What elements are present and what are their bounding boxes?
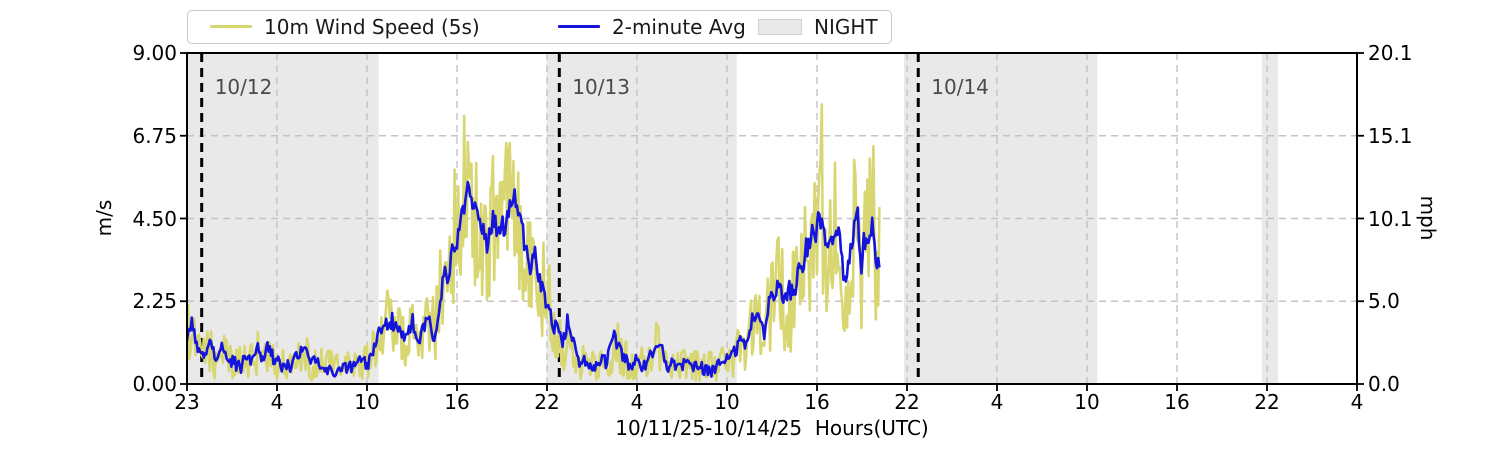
legend-label-2min-avg: 2-minute Avg <box>612 14 746 39</box>
x-tick-label: 10 <box>714 390 740 414</box>
avg-line-swatch <box>558 24 600 29</box>
x-tick-label: 16 <box>804 390 830 414</box>
x-tick-label: 22 <box>894 390 920 414</box>
x-tick-label: 22 <box>1254 390 1280 414</box>
y-right-tick-label: 15.1 <box>1368 123 1413 148</box>
legend-item-night: NIGHT <box>758 11 878 42</box>
night-patch-swatch <box>758 18 802 35</box>
x-tick-label: 4 <box>630 390 644 414</box>
y-right-tick-label: 20.1 <box>1368 41 1413 65</box>
date-annotation: 10/13 <box>572 75 630 99</box>
x-tick-label: 16 <box>1164 390 1190 414</box>
y-left-tick-label: 4.50 <box>132 206 177 231</box>
data-series-layer <box>187 103 881 382</box>
legend-item-2min-avg: 2-minute Avg <box>558 11 746 42</box>
y-right-tick-label: 0.0 <box>1368 372 1400 396</box>
x-tick-label: 10 <box>1074 390 1100 414</box>
legend-label-wind-speed: 10m Wind Speed (5s) <box>264 14 480 39</box>
x-tick-label: 22 <box>534 390 560 414</box>
wind-speed-line-swatch <box>210 24 252 29</box>
y-left-tick-label: 6.75 <box>132 123 177 148</box>
x-axis-label: 10/11/25-10/14/25 Hours(UTC) <box>615 416 929 440</box>
legend-item-wind-speed: 10m Wind Speed (5s) <box>210 11 480 42</box>
x-tick-label: 10 <box>354 390 380 414</box>
y-left-tick-label: 9.00 <box>132 41 177 65</box>
legend-label-night: NIGHT <box>814 14 878 39</box>
two-minute-avg-line <box>187 180 881 378</box>
y-right-tick-label: 5.0 <box>1368 289 1400 314</box>
x-tick-label: 4 <box>270 390 284 414</box>
date-annotation: 10/14 <box>931 75 989 99</box>
x-tick-label: 23 <box>174 390 200 414</box>
x-tick-label: 16 <box>444 390 470 414</box>
y-left-tick-label: 2.25 <box>132 289 177 314</box>
axes-spines-layer <box>180 52 1364 391</box>
y-left-tick-label: 0.00 <box>132 372 177 396</box>
date-annotation: 10/12 <box>214 75 273 99</box>
y-right-tick-label: 10.1 <box>1368 206 1413 231</box>
x-tick-label: 4 <box>1350 390 1364 414</box>
x-tick-label: 4 <box>990 390 1004 414</box>
legend: 10m Wind Speed (5s) 2-minute Avg NIGHT <box>187 10 892 44</box>
